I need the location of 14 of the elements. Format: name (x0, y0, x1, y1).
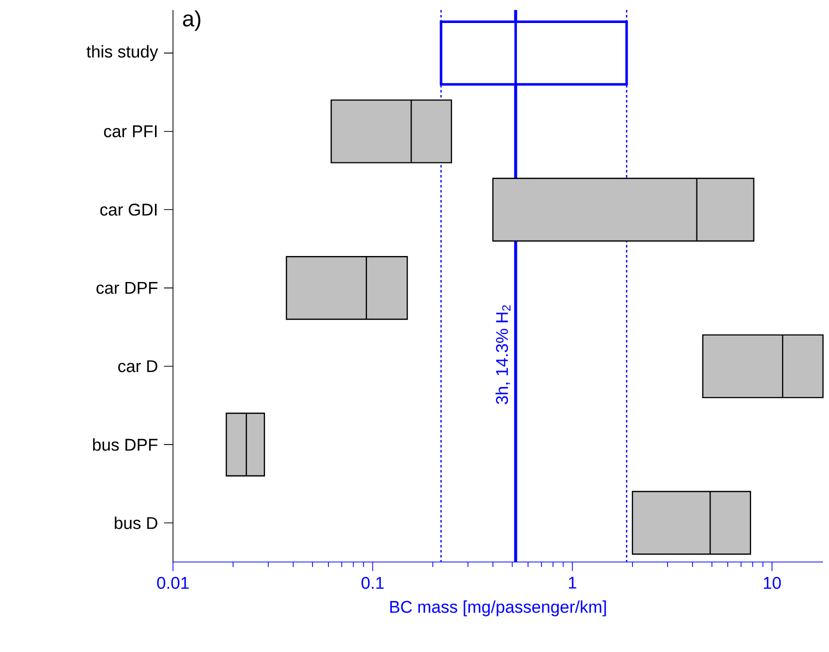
x-axis-title: BC mass [mg/passenger/km] (390, 600, 606, 616)
y-tick-label: car GDI (100, 204, 157, 216)
x-tick-label: 0.1 (362, 576, 384, 589)
y-tick-label: this study (86, 45, 158, 61)
annotation: a) (183, 10, 200, 31)
y-tick-label: car PFI (104, 125, 157, 138)
y-tick-label: bus D (114, 516, 158, 530)
x-tick-label: 0.01 (157, 576, 189, 589)
y-tick-label: car D (118, 360, 158, 372)
y-tick-label: bus DPF (93, 438, 158, 451)
x-tick-label: 1 (568, 576, 576, 589)
y-tick-label: car DPF (96, 282, 158, 294)
ref-line-label: 3h, 14.3% H$_{2}$ (496, 305, 510, 404)
x-tick-label: 10 (764, 576, 781, 589)
